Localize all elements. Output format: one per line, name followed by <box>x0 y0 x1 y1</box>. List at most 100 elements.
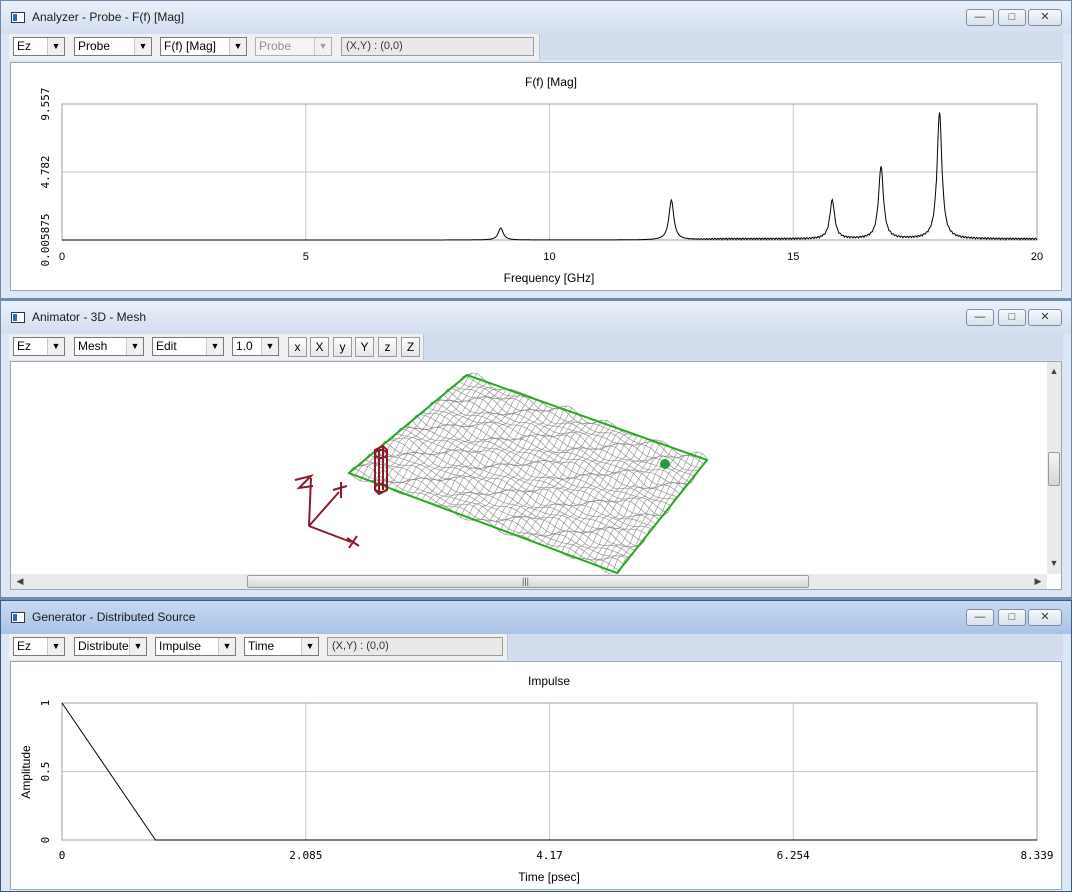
coordinate-readout: (X,Y) : (0,0) <box>341 37 534 56</box>
mesh-line <box>392 437 651 529</box>
mesh-viewport[interactable] <box>11 362 1047 574</box>
chevron-down-icon: ▼ <box>301 638 318 655</box>
minimize-button[interactable]: — <box>966 9 994 26</box>
generator-title: Generator - Distributed Source <box>32 610 196 624</box>
grip-icon: ||| <box>522 576 530 586</box>
chevron-down-icon: ▼ <box>47 38 64 55</box>
x-axis-label: Frequency [GHz] <box>504 271 595 285</box>
analyzer-title: Analyzer - Probe - F(f) [Mag] <box>32 10 185 24</box>
scroll-left-icon[interactable]: ◀ <box>16 576 24 586</box>
mesh-line <box>400 428 657 525</box>
view-X-button[interactable]: X <box>310 337 329 357</box>
field-select[interactable]: Ez ▼ <box>13 637 65 656</box>
mode-select[interactable]: Edit ▼ <box>152 337 224 356</box>
source-marker[interactable] <box>374 444 388 496</box>
generator-chart[interactable]: Impulse 0 2.085 4.17 6.254 8.339 0 0.5 1 Time … <box>11 662 1062 889</box>
y-tick-label: 9.557 <box>39 87 52 120</box>
mesh-line <box>372 453 636 551</box>
probe-marker[interactable] <box>660 459 670 469</box>
mesh-line <box>364 459 630 558</box>
animator-titlebar[interactable]: Animator - 3D - Mesh — □ ✕ <box>1 301 1071 334</box>
domain-select[interactable]: Time ▼ <box>244 637 319 656</box>
mesh-line <box>399 389 513 494</box>
mesh-line <box>384 441 645 543</box>
view-select[interactable]: Mesh ▼ <box>74 337 144 356</box>
animator-3d-panel[interactable]: ▲ ▼ ◀ ||| ▶ <box>10 361 1062 590</box>
x-tick-label: 15 <box>787 251 799 263</box>
scale-select[interactable]: 1.0 ▼ <box>232 337 279 356</box>
maximize-button[interactable]: □ <box>998 9 1026 26</box>
plot-select[interactable]: F(f) [Mag] ▼ <box>160 37 247 56</box>
plate-edge <box>347 373 709 574</box>
scroll-up-icon[interactable]: ▲ <box>1049 366 1059 376</box>
scroll-right-icon[interactable]: ▶ <box>1034 576 1042 586</box>
close-button[interactable]: ✕ <box>1028 9 1062 26</box>
axis-gizmo <box>294 474 360 549</box>
maximize-button[interactable]: □ <box>998 309 1026 326</box>
scroll-down-icon[interactable]: ▼ <box>1049 558 1059 568</box>
maximize-button[interactable]: □ <box>998 609 1026 626</box>
x-tick-label: 0 <box>59 849 66 862</box>
vertical-scroll-thumb[interactable] <box>1048 452 1060 486</box>
mesh-line <box>360 463 627 559</box>
x-axis-label: Time [psec] <box>518 870 580 884</box>
generator-plot-panel[interactable]: Impulse 0 2.085 4.17 6.254 8.339 0 0.5 1 Time … <box>10 661 1062 890</box>
close-button[interactable]: ✕ <box>1028 309 1062 326</box>
analyzer-chart[interactable]: F(f) [Mag] 0 5 10 15 20 0.005875 4.782 9.557 F… <box>11 63 1062 290</box>
view-z-button[interactable]: z <box>378 337 397 357</box>
chart-title: F(f) [Mag] <box>525 75 577 89</box>
mesh-line <box>463 376 705 465</box>
x-tick-label: 5 <box>303 251 309 263</box>
mesh-line <box>415 415 669 513</box>
mesh-line <box>380 446 642 546</box>
mesh-line <box>396 433 654 527</box>
analyzer-toolbar: Ez ▼ Probe ▼ F(f) [Mag] ▼ Probe ▼ (X,Y) : (0… <box>9 34 1063 60</box>
source-select[interactable]: Probe ▼ <box>74 37 152 56</box>
mesh-line <box>451 387 696 477</box>
view-y-button[interactable]: y <box>333 337 352 357</box>
y-tick-label: 1 <box>39 700 52 707</box>
chevron-down-icon: ▼ <box>229 38 246 55</box>
waveform-select[interactable]: Impulse ▼ <box>155 637 236 656</box>
mesh-line <box>388 440 648 535</box>
mesh-line <box>447 389 693 483</box>
x-tick-label: 0 <box>59 251 65 263</box>
x-tick-label: 20 <box>1031 251 1043 263</box>
mesh-line <box>435 399 684 489</box>
animator-title: Animator - 3D - Mesh <box>32 310 147 324</box>
y-tick-label: 0.5 <box>39 762 52 782</box>
chevron-down-icon: ▼ <box>314 38 331 55</box>
minimize-button[interactable]: — <box>966 609 994 626</box>
horizontal-scroll-thumb[interactable]: ||| <box>247 575 809 588</box>
chevron-down-icon: ▼ <box>261 338 278 355</box>
analyzer-plot-panel[interactable]: F(f) [Mag] 0 5 10 15 20 0.005875 4.782 9.557 F… <box>10 62 1062 291</box>
view-x-button[interactable]: x <box>288 337 307 357</box>
mesh-line <box>407 425 663 516</box>
chevron-down-icon: ▼ <box>129 638 146 655</box>
vertical-scrollbar[interactable]: ▲ ▼ <box>1047 362 1061 574</box>
minimize-button[interactable]: — <box>966 309 994 326</box>
mesh-line <box>411 420 666 516</box>
y-tick-label: 0 <box>39 837 52 844</box>
window-icon <box>11 612 25 623</box>
source-type-select[interactable]: Distributed ▼ <box>74 637 147 656</box>
animator-toolbar: Ez ▼ Mesh ▼ Edit ▼ 1.0 ▼ x X y Y z Z <box>9 334 1063 360</box>
analyzer-titlebar[interactable]: Analyzer - Probe - F(f) [Mag] — □ ✕ <box>1 1 1071 34</box>
mesh-line <box>431 402 681 495</box>
mesh-line <box>419 414 672 506</box>
analyzer-window: Analyzer - Probe - F(f) [Mag] — □ ✕ Ez ▼ … <box>0 0 1072 299</box>
mesh-line <box>427 407 678 497</box>
view-Y-button[interactable]: Y <box>355 337 374 357</box>
generator-titlebar[interactable]: Generator - Distributed Source — □ ✕ <box>1 601 1071 634</box>
close-button[interactable]: ✕ <box>1028 609 1062 626</box>
view-Z-button[interactable]: Z <box>401 337 420 357</box>
coordinate-readout: (X,Y) : (0,0) <box>327 637 503 656</box>
chevron-down-icon: ▼ <box>206 338 223 355</box>
horizontal-scrollbar[interactable]: ◀ ||| ▶ <box>11 574 1047 589</box>
field-select[interactable]: Ez ▼ <box>13 337 65 356</box>
x-tick-label: 8.339 <box>1020 849 1053 862</box>
generator-window: Generator - Distributed Source — □ ✕ Ez ▼… <box>0 600 1072 892</box>
field-select[interactable]: Ez ▼ <box>13 37 65 56</box>
x-tick-label: 4.17 <box>536 849 563 862</box>
x-tick-label: 6.254 <box>777 849 810 862</box>
